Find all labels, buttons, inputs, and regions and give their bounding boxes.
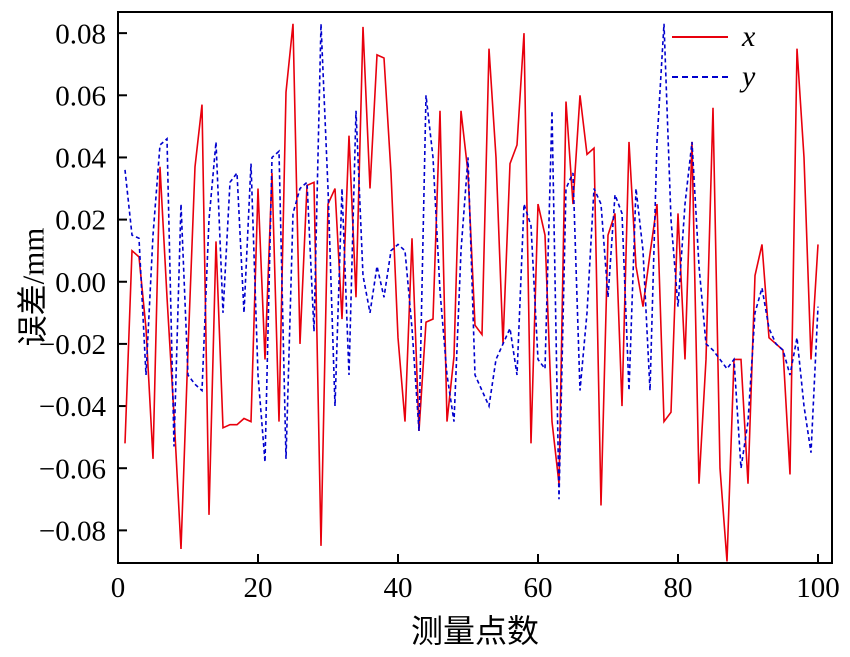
y-tick-label: 0.00 (55, 267, 106, 299)
y-axis-label: 误差/mm (15, 227, 51, 347)
plot-border (117, 11, 833, 564)
legend-label-y: y (742, 60, 756, 93)
legend: x y (668, 20, 760, 94)
legend-item-x: x (672, 22, 755, 52)
y-tick-label: −0.08 (39, 516, 106, 548)
x-tick-label: 60 (524, 572, 553, 604)
x-tick-label: 40 (384, 572, 413, 604)
y-tick-label: 0.04 (55, 143, 106, 175)
legend-label-x: x (742, 20, 756, 53)
y-tick-label: −0.06 (39, 453, 106, 485)
x-tick-label: 0 (111, 572, 126, 604)
legend-line-sample-y (672, 76, 728, 78)
legend-item-y: y (672, 62, 755, 92)
y-tick-label: 0.02 (55, 205, 106, 237)
y-tick-label: 0.06 (55, 80, 106, 112)
x-axis-label: 测量点数 (410, 613, 540, 649)
x-tick-label: 100 (796, 572, 840, 604)
legend-line-sample-x (672, 36, 728, 38)
series-y-line (124, 23, 819, 500)
y-tick-label: 0.08 (55, 18, 106, 50)
x-tick-label: 80 (664, 572, 693, 604)
x-tick-label: 20 (244, 572, 273, 604)
y-tick-label: −0.04 (39, 391, 107, 423)
y-tick-label: −0.02 (39, 329, 106, 361)
series-x-line (124, 23, 819, 562)
